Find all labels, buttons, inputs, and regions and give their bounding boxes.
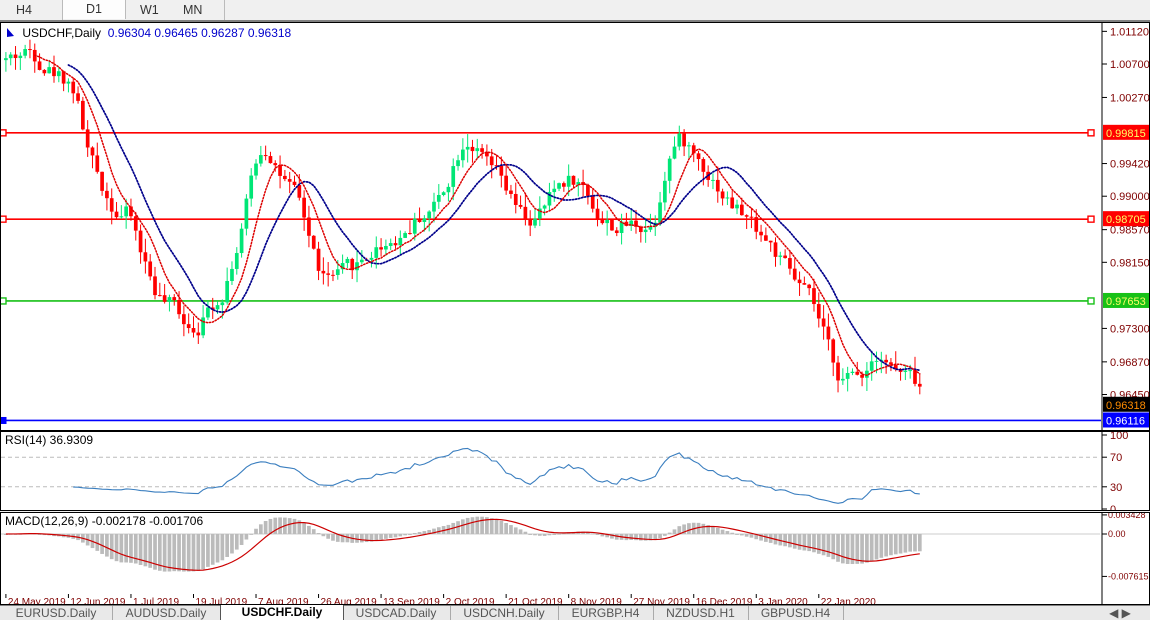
svg-text:19 Jul 2019: 19 Jul 2019 <box>195 597 247 605</box>
svg-text:1.01120: 1.01120 <box>1110 26 1149 38</box>
svg-text:0.96318: 0.96318 <box>1106 400 1146 412</box>
svg-text:-0.007615: -0.007615 <box>1108 571 1149 581</box>
svg-text:1.00270: 1.00270 <box>1110 92 1150 104</box>
svg-text:30: 30 <box>1110 482 1122 494</box>
svg-text:0.99420: 0.99420 <box>1110 159 1150 171</box>
svg-text:0.99815: 0.99815 <box>1106 128 1146 140</box>
svg-text:0.96116: 0.96116 <box>1106 415 1145 427</box>
svg-text:1 Jul 2019: 1 Jul 2019 <box>133 597 180 605</box>
svg-text:13 Sep 2019: 13 Sep 2019 <box>383 597 440 605</box>
svg-text:0.99000: 0.99000 <box>1110 191 1150 203</box>
svg-text:0.98150: 0.98150 <box>1110 257 1150 269</box>
svg-text:0.97653: 0.97653 <box>1106 296 1146 308</box>
svg-text:12 Jun 2019: 12 Jun 2019 <box>70 597 125 605</box>
svg-text:0.97300: 0.97300 <box>1110 323 1150 335</box>
svg-text:100: 100 <box>1110 432 1128 442</box>
svg-text:0.98705: 0.98705 <box>1106 214 1146 226</box>
svg-text:22 Jan 2020: 22 Jan 2020 <box>821 597 876 605</box>
svg-text:0.00: 0.00 <box>1108 529 1126 539</box>
svg-text:2 Oct 2019: 2 Oct 2019 <box>446 597 495 605</box>
svg-text:0: 0 <box>1110 504 1116 511</box>
svg-text:21 Oct 2019: 21 Oct 2019 <box>508 597 563 605</box>
svg-text:3 Jan 2020: 3 Jan 2020 <box>758 597 808 605</box>
svg-text:8 Nov 2019: 8 Nov 2019 <box>571 597 623 605</box>
svg-text:0.96870: 0.96870 <box>1110 357 1150 369</box>
svg-text:26 Aug 2019: 26 Aug 2019 <box>321 597 378 605</box>
svg-text:0.98570: 0.98570 <box>1110 225 1150 237</box>
svg-text:27 Nov 2019: 27 Nov 2019 <box>633 597 690 605</box>
svg-text:16 Dec 2019: 16 Dec 2019 <box>696 597 753 605</box>
svg-text:24 May 2019: 24 May 2019 <box>8 597 66 605</box>
svg-text:0.003428: 0.003428 <box>1108 513 1146 520</box>
svg-text:7 Aug 2019: 7 Aug 2019 <box>258 597 309 605</box>
svg-text:1.00700: 1.00700 <box>1110 59 1150 71</box>
svg-text:70: 70 <box>1110 452 1122 464</box>
